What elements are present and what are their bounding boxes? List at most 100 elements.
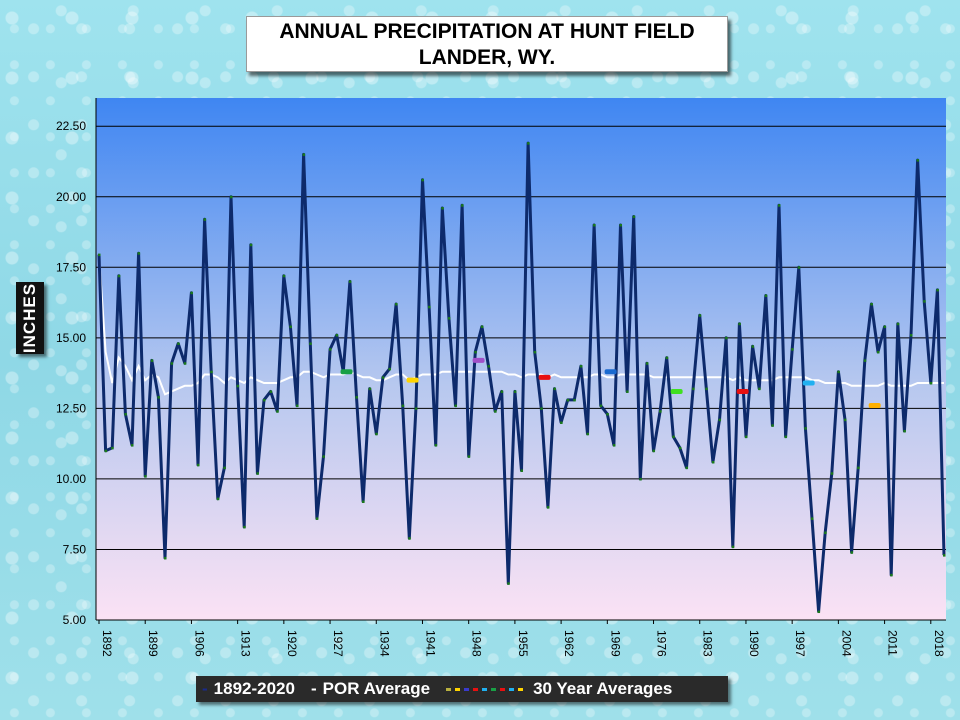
data-point [276, 410, 279, 413]
data-point [414, 407, 418, 410]
data-point [896, 322, 900, 326]
data-point [751, 345, 755, 348]
data-point [513, 390, 517, 393]
data-point [104, 449, 108, 453]
data-point [441, 207, 444, 210]
legend-thirty-label: 30 Year Averages [533, 679, 673, 698]
data-point [711, 460, 715, 464]
legend-item-thirty: 30 Year Averages [446, 679, 672, 699]
data-point [797, 266, 801, 269]
data-point [645, 362, 649, 365]
data-point [434, 444, 438, 447]
plot-area [96, 98, 946, 620]
thirty-year-average-mark [406, 377, 419, 383]
legend-dot [518, 687, 524, 691]
data-point [256, 472, 259, 475]
data-point [857, 466, 860, 470]
y-tick-label: 12.50 [56, 401, 86, 415]
x-tick-label: 2011 [886, 630, 900, 656]
x-tick-label: 1955 [516, 630, 530, 657]
data-point [824, 531, 827, 535]
legend-dot [491, 687, 497, 691]
data-point [672, 435, 675, 439]
thirty-year-average-mark [340, 369, 353, 375]
data-point [467, 455, 471, 458]
y-tick-label: 10.00 [56, 472, 86, 486]
data-point [98, 253, 101, 257]
x-tick-label: 2004 [839, 630, 853, 657]
x-tick-label: 1948 [470, 630, 484, 657]
data-point [863, 359, 867, 362]
data-point [678, 446, 682, 450]
data-point [507, 582, 510, 585]
data-point [428, 305, 431, 309]
x-tick-label: 1976 [655, 630, 669, 657]
data-point [560, 421, 563, 424]
data-point [764, 294, 768, 298]
data-point [593, 223, 596, 227]
data-point [131, 444, 134, 447]
data-point [368, 387, 372, 391]
data-point [157, 396, 160, 399]
data-point [322, 455, 325, 458]
data-point [401, 404, 405, 408]
data-point [395, 302, 398, 306]
data-point [606, 413, 609, 416]
legend-dot [482, 687, 488, 691]
data-point [447, 317, 451, 320]
data-point [876, 350, 880, 354]
data-point [474, 350, 477, 354]
data-point [599, 404, 603, 408]
data-point [355, 396, 358, 399]
data-point [546, 506, 550, 509]
x-tick-label: 1990 [747, 630, 761, 657]
data-point [804, 427, 807, 430]
data-point [375, 432, 378, 436]
data-point [685, 466, 689, 470]
x-tick-label: 1927 [331, 630, 345, 657]
data-point [302, 153, 306, 156]
legend-dot [500, 687, 506, 691]
data-point [329, 348, 332, 351]
y-tick-label: 17.50 [56, 260, 86, 274]
data-point [124, 413, 127, 416]
thirty-year-average-mark [736, 388, 749, 394]
x-tick-labels: 1892 1899 1906 1913 1920 1927 1934 1941 1948 1955… [98, 620, 946, 657]
data-point [190, 291, 193, 295]
data-point [731, 545, 735, 549]
data-point [632, 215, 636, 219]
data-point [936, 288, 939, 292]
data-point [243, 525, 246, 529]
legend-dot [473, 687, 479, 691]
legend-series-label: 1892-2020 [213, 679, 295, 698]
data-point [903, 429, 906, 433]
data-point [111, 446, 114, 450]
data-point [791, 348, 794, 351]
legend-por-label: POR Average [322, 679, 431, 698]
data-point [777, 204, 781, 207]
thirty-year-average-mark [868, 403, 881, 409]
data-point [725, 336, 728, 340]
data-point [929, 381, 933, 385]
x-tick-label: 1920 [285, 630, 299, 657]
data-point [480, 325, 484, 329]
data-point [619, 223, 623, 227]
data-point [388, 367, 391, 371]
legend-dot [464, 687, 470, 691]
legend-dot [455, 687, 461, 691]
data-point [527, 142, 530, 145]
legend-series-swatch-icon: - [202, 679, 208, 698]
data-point [335, 334, 339, 337]
data-point [408, 537, 411, 540]
data-point [810, 517, 814, 520]
x-tick-label: 1899 [146, 630, 160, 657]
data-point [454, 404, 457, 408]
data-point [282, 274, 286, 278]
data-point [843, 418, 847, 422]
data-point [909, 334, 913, 337]
data-point [236, 384, 240, 388]
x-tick-label: 1934 [377, 630, 391, 657]
chart-title: ANNUAL PRECIPITATION AT HUNT FIELD LANDE… [246, 16, 728, 72]
data-point [553, 387, 557, 391]
